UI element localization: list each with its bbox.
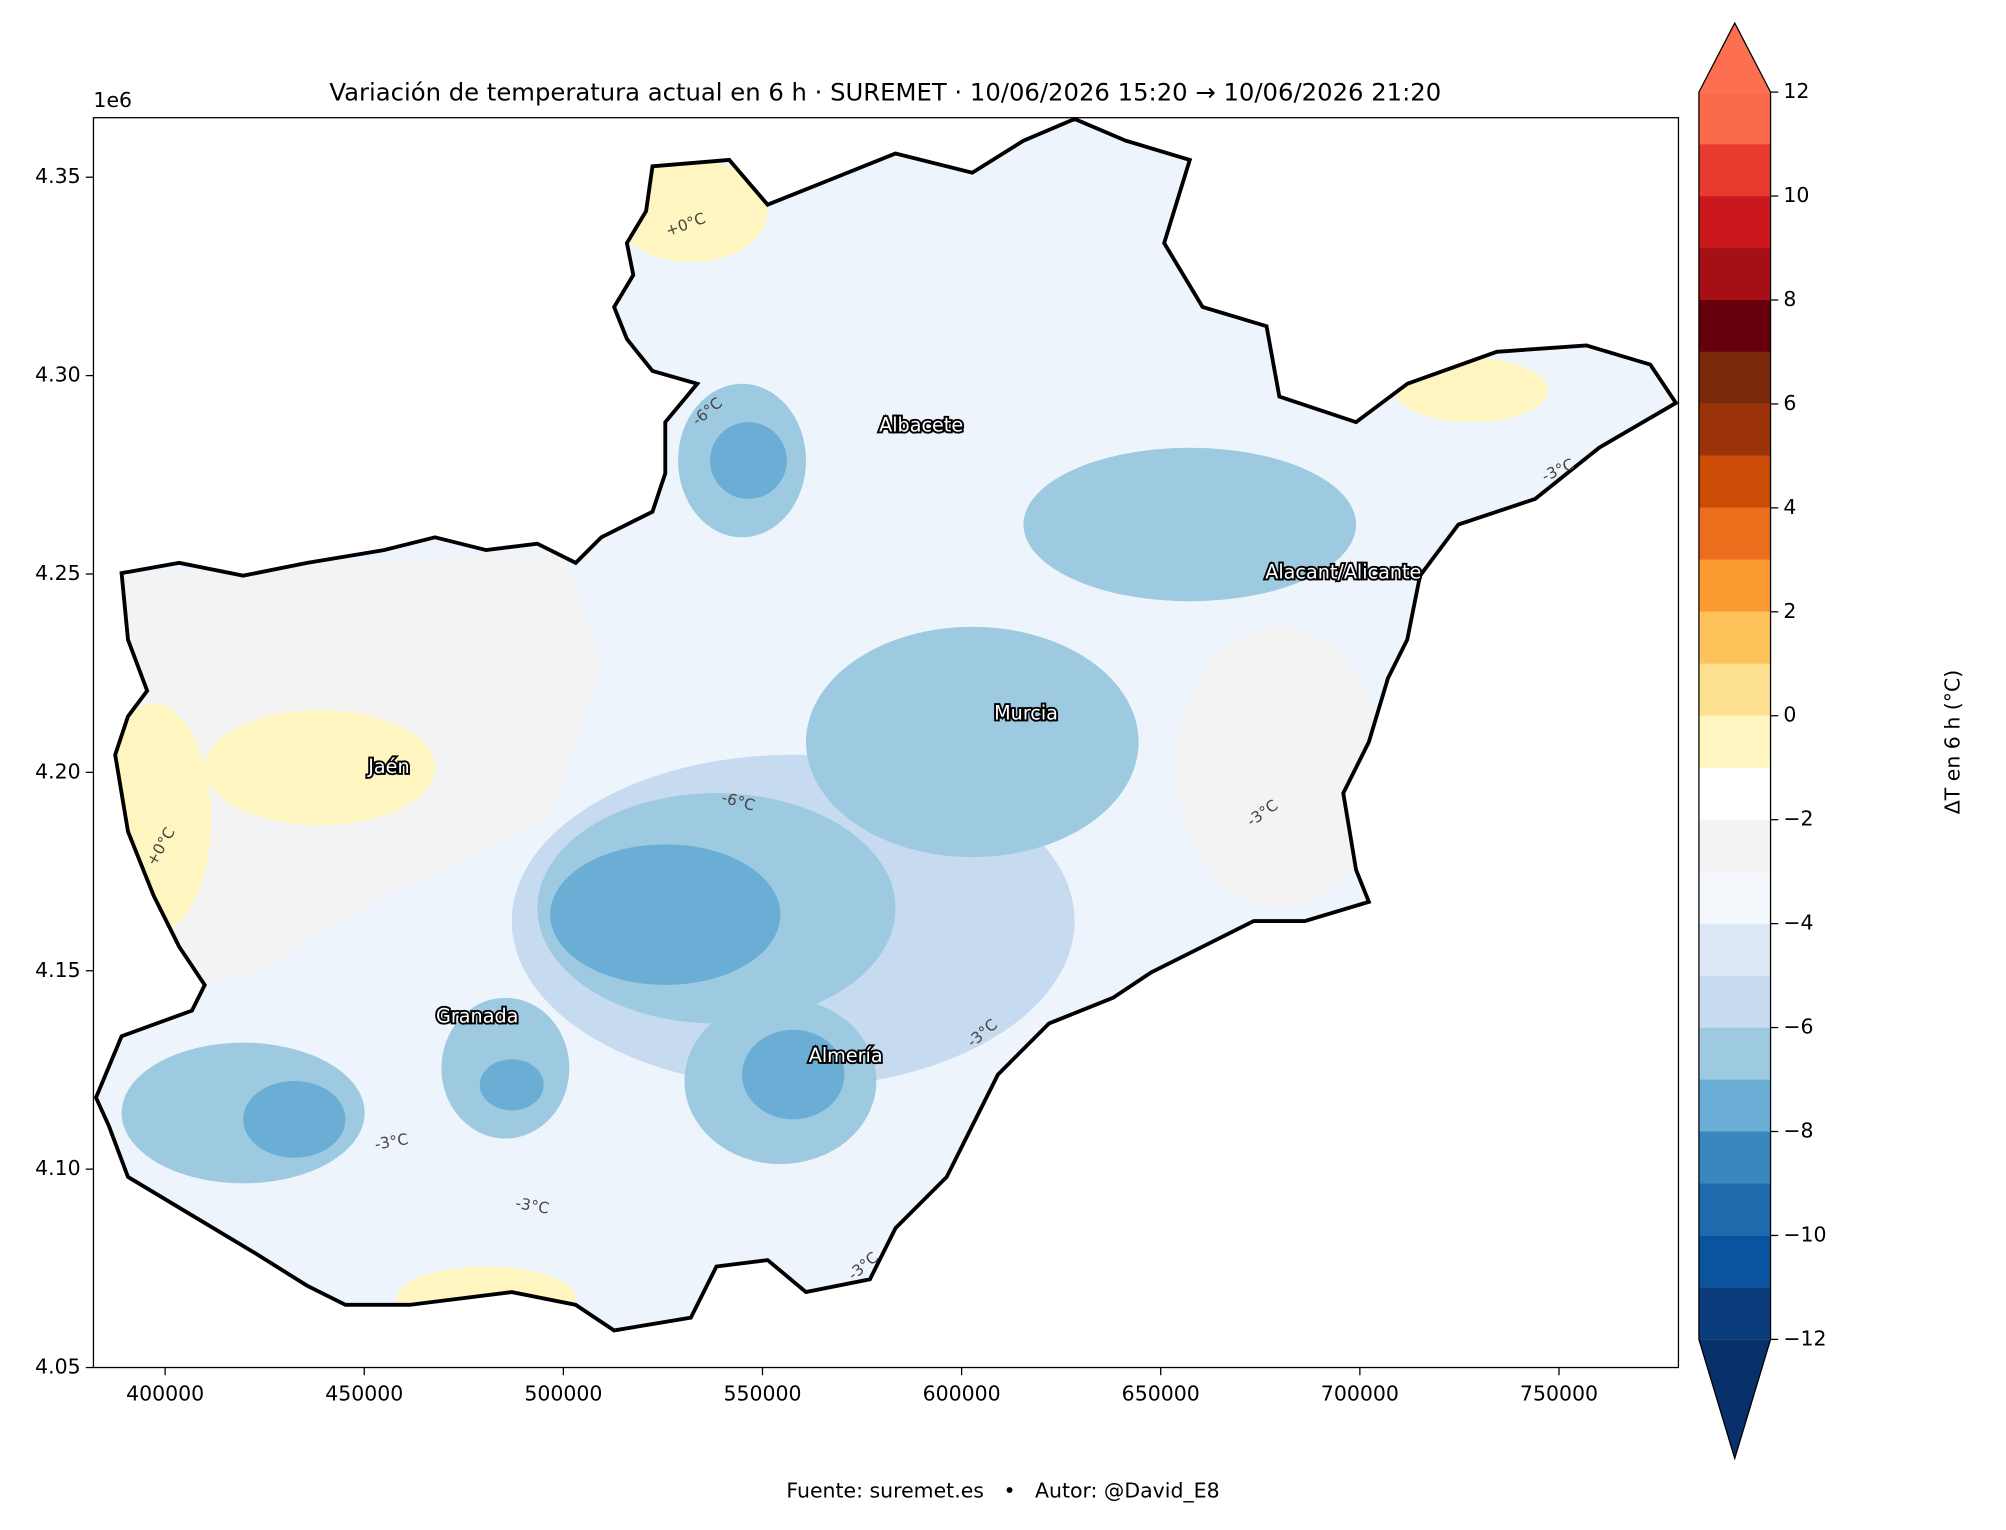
colorbar-band [1698,923,1771,976]
place-label: Jaén [367,755,409,778]
colorbar-band [1698,248,1771,300]
colorbar-tick-label: 4 [1783,495,1796,519]
colorbar-band [1698,1027,1771,1080]
field-area [479,1059,544,1111]
y-tick-label: 4.20 [35,759,81,783]
colorbar-extend-over [1698,23,1771,93]
colorbar-tick-label: −8 [1783,1119,1813,1143]
colorbar-band [1698,1079,1771,1132]
field-area [550,844,781,986]
colorbar-extend-under [1698,1339,1771,1459]
contour-label: -3°C [373,1130,409,1154]
x-tick-label: 600000 [923,1381,1001,1405]
field-area [1023,447,1357,602]
x-tick-label: 450000 [325,1381,403,1405]
colorbar-band [1698,715,1771,768]
place-label: Albacete [879,413,963,436]
y-tick-label: 4.15 [35,958,81,982]
x-tick-label: 700000 [1321,1381,1399,1405]
field-area [805,626,1139,858]
colorbar-tick-label: 8 [1783,287,1796,311]
colorbar-band [1698,611,1771,664]
colorbar-band [1698,975,1771,1028]
colorbar-band [1698,299,1771,352]
colorbar-band [1698,351,1771,404]
colorbar-band [1698,819,1771,872]
y-tick-label: 4.25 [35,561,81,585]
x-tick-label: 750000 [1520,1381,1598,1405]
x-tick-label: 550000 [723,1381,801,1405]
field-area [1176,626,1382,909]
field-area [710,422,787,499]
colorbar-band [1698,507,1771,560]
colorbar-band [1698,559,1771,612]
place-label: Murcia [994,701,1058,724]
colorbar-tick-label: −2 [1783,807,1813,831]
y-tick-label: 4.30 [35,363,81,387]
field-area [204,709,436,826]
colorbar-tick-label: 2 [1783,599,1796,623]
colorbar-label: ΔT en 6 h (°C) [1940,670,1964,814]
colorbar-band [1698,455,1771,508]
colorbar-tick-label: −10 [1783,1222,1826,1246]
colorbar-band [1698,1183,1771,1236]
colorbar-tick-label: 12 [1783,79,1809,103]
colorbar-tick-label: 0 [1783,703,1796,727]
colorbar-band [1698,1235,1771,1288]
colorbar-band [1698,871,1771,924]
footer: Fuente: suremet.es • Autor: @David_E8 [786,1479,1219,1504]
colorbar-band [1698,92,1771,145]
colorbar-tick-label: −12 [1783,1326,1826,1350]
colorbar-band [1698,767,1771,820]
x-tick-label: 400000 [126,1381,204,1405]
colorbar-band [1698,1131,1771,1184]
y-tick-label: 4.35 [35,164,81,188]
place-label: Almería [809,1044,883,1067]
y-tick-label: 4.10 [35,1156,81,1180]
colorbar-tick-label: 6 [1783,391,1796,415]
colorbar-tick-label: −4 [1783,911,1813,935]
colorbar-band [1698,144,1771,197]
place-label: Granada [436,1005,518,1028]
colorbar-tick-label: −6 [1783,1015,1813,1039]
field-area [243,1080,346,1158]
field-area [614,159,768,263]
chart-title: Variación de temperatura actual en 6 h ·… [329,77,1441,106]
x-tick-label: 500000 [524,1381,602,1405]
field-area [742,1029,845,1120]
y-tick-label: 4.05 [35,1355,81,1379]
colorbar-tick-label: 10 [1783,183,1809,207]
colorbar-band [1698,663,1771,716]
contour-label: -3°C [514,1194,550,1218]
place-label: Alacant/Alicante [1265,561,1421,584]
offset-label: 1e6 [93,88,132,112]
x-tick-label: 650000 [1122,1381,1200,1405]
colorbar-band [1698,196,1771,249]
colorbar-band [1698,1287,1771,1340]
axes-frame [92,117,1680,1369]
colorbar-band [1698,403,1771,456]
